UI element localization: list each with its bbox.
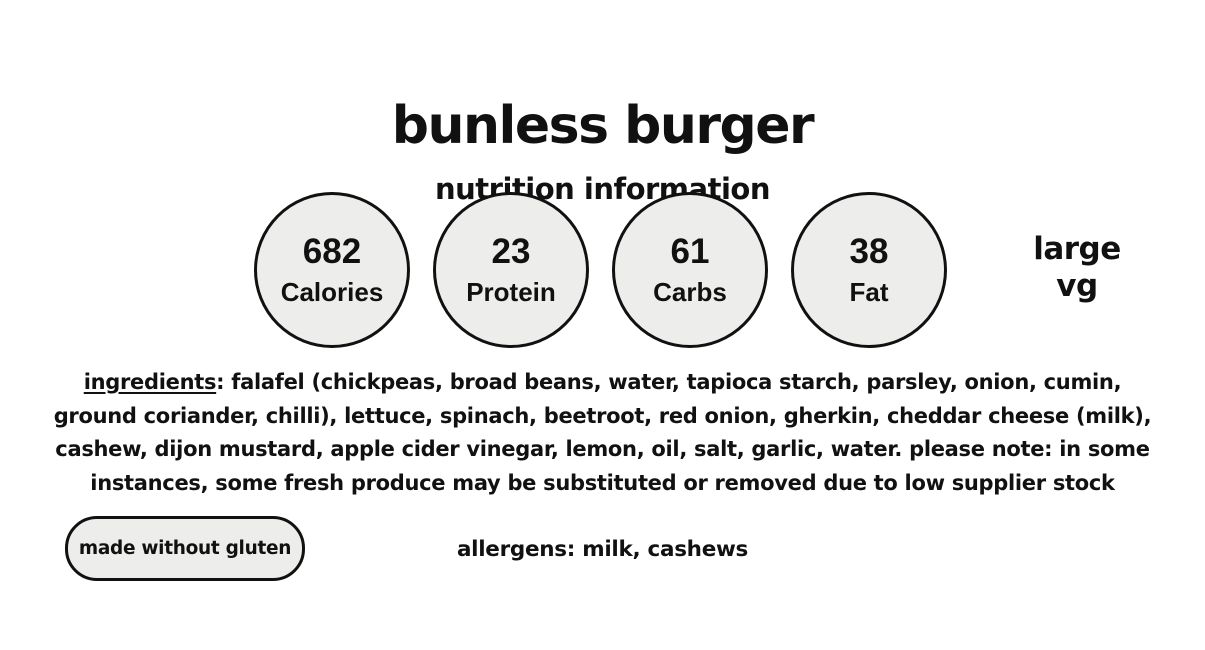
- carbs-label: Carbs: [653, 276, 727, 307]
- protein-label: Protein: [466, 276, 556, 307]
- size-label-diet-code: vg: [1056, 268, 1098, 304]
- size-label: large vg: [1020, 231, 1134, 305]
- nutrition-circle-carbs: 61 Carbs: [612, 192, 768, 348]
- carbs-value: 61: [670, 232, 710, 272]
- fat-value: 38: [849, 232, 889, 272]
- calories-value: 682: [302, 232, 362, 272]
- nutrition-circles-row: 682 Calories 23 Protein 61 Carbs 38 Fat: [254, 192, 947, 348]
- gluten-free-badge: made without gluten: [65, 516, 305, 581]
- calories-label: Calories: [280, 276, 384, 307]
- ingredients-heading: ingredients: [83, 370, 217, 394]
- nutrition-circle-fat: 38 Fat: [791, 192, 947, 348]
- size-label-size: large: [1033, 231, 1121, 267]
- nutrition-circle-calories: 682 Calories: [254, 192, 410, 348]
- nutrition-circle-protein: 23 Protein: [433, 192, 589, 348]
- ingredients-body: : falafel (chickpeas, broad beans, water…: [53, 370, 1152, 495]
- fat-label: Fat: [849, 276, 889, 307]
- protein-value: 23: [491, 232, 531, 272]
- ingredients-paragraph: ingredients: falafel (chickpeas, broad b…: [50, 366, 1155, 500]
- page-title: bunless burger: [391, 95, 815, 156]
- allergens-text: allergens: milk, cashews: [456, 537, 749, 562]
